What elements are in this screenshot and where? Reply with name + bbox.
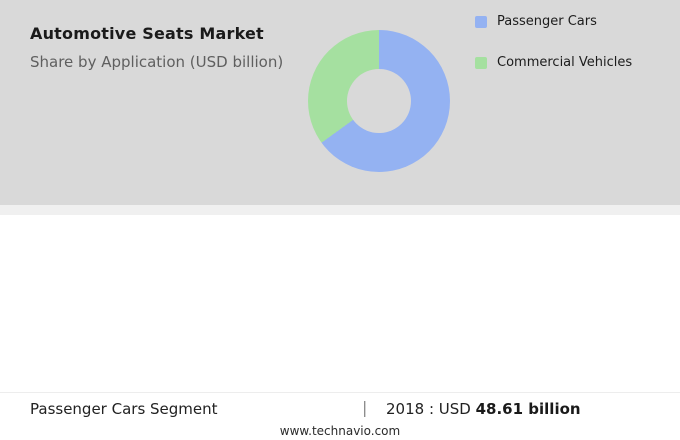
- title-block: Automotive Seats Market Share by Applica…: [30, 24, 283, 71]
- legend-label: Passenger Cars: [497, 14, 597, 29]
- legend-label: Commercial Vehicles: [497, 55, 633, 70]
- separator: |: [362, 398, 368, 417]
- value-bold: 48.61 billion: [475, 400, 581, 418]
- donut-hole: [347, 69, 411, 133]
- website-link[interactable]: www.technavio.com: [279, 424, 401, 438]
- segment-value: 2018 : USD 48.61 billion: [386, 400, 581, 418]
- legend-item-passenger-cars: Passenger Cars: [475, 14, 632, 29]
- footer-divider: [0, 392, 680, 393]
- footer: Passenger Cars Segment | 2018 : USD 48.6…: [0, 398, 680, 424]
- value-prefix: 2018 : USD: [386, 400, 471, 418]
- bar-chart-panel: 2018201920202021202220232024202520262027…: [0, 215, 680, 440]
- legend-swatch: [475, 15, 487, 28]
- segment-label: Passenger Cars Segment: [30, 400, 218, 418]
- legend-item-commercial-vehicles: Commercial Vehicles: [475, 55, 632, 70]
- page-subtitle: Share by Application (USD billion): [30, 53, 284, 71]
- legend-swatch: [475, 56, 487, 69]
- chart-legend: Passenger Cars Commercial Vehicles: [475, 14, 632, 96]
- hero-section: Automotive Seats Market Share by Applica…: [0, 0, 680, 205]
- page-title: Automotive Seats Market: [30, 24, 264, 43]
- section-divider: [0, 205, 680, 215]
- donut-chart: [308, 30, 450, 172]
